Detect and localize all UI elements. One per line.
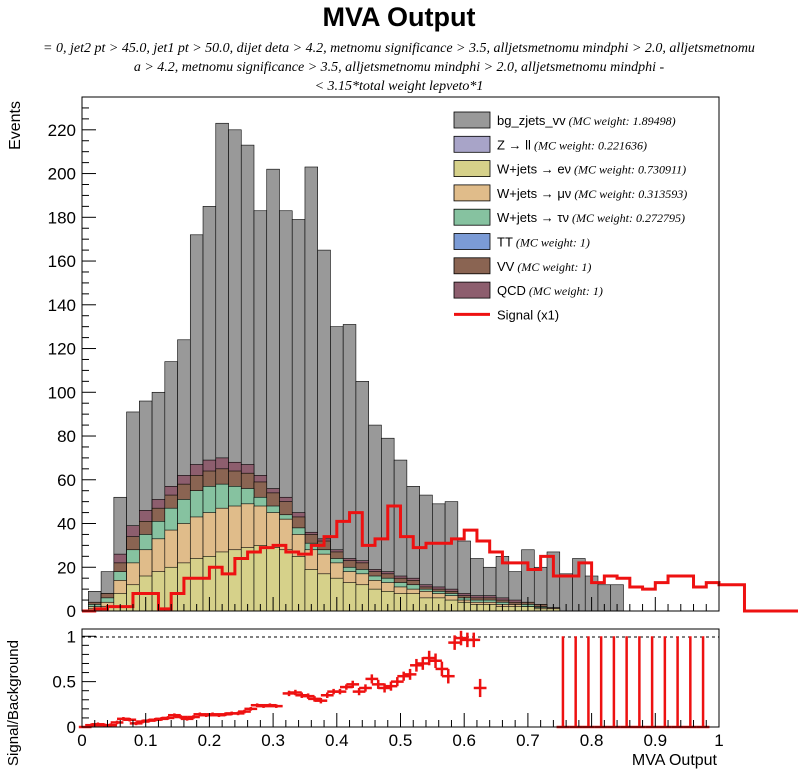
legend-label: W+jets → τν (MC weight: 0.272795) (497, 210, 685, 225)
legend-label: VV (MC weight: 1) (497, 259, 591, 274)
legend-swatch-w-munu (453, 184, 491, 202)
main-histogram-panel: 0 20 40 60 80 100 120 140 160 180 200 220 (48, 96, 798, 621)
ratio-x-tick-label: 0.6 (452, 731, 476, 750)
legend: bg_zjets_vv (MC weight: 1.89498) Z → ll (… (453, 111, 687, 322)
subtitle-line-2: a > 4.2, metnomu significance > 3.5, all… (134, 60, 665, 75)
ratio-y-tick-label: 0.5 (52, 673, 76, 692)
ratio-x-tick-label: 0.9 (643, 731, 667, 750)
main-axes: 0 20 40 60 80 100 120 140 160 180 200 220 (48, 107, 720, 621)
legend-swatch-vv (453, 257, 491, 275)
legend-label: W+jets → eν (MC weight: 0.730911) (497, 162, 686, 177)
ratio-y-tick-label: 1 (67, 627, 76, 646)
legend-swatch-w-enu (453, 160, 491, 178)
legend-label: QCD (MC weight: 1) (497, 283, 603, 298)
chart-title: MVA Output (323, 2, 476, 32)
ratio-panel: 0 0.5 1 0 0.1 0.2 0.3 0.4 0.5 0.6 0.7 0.8 0.9 1 (52, 627, 723, 750)
legend-swatch-w-taunu (453, 208, 491, 226)
y-axis-label-signal-background: Signal/Background (5, 640, 22, 766)
legend-label: W+jets → μν (MC weight: 0.313593) (497, 186, 687, 201)
y-tick-label: 120 (48, 340, 76, 359)
ratio-x-tick-label: 0.3 (261, 731, 285, 750)
legend-weight: (MC weight: 1) (514, 260, 591, 274)
y-tick-label: 180 (48, 208, 76, 227)
ratio-x-tick-label: 1 (714, 731, 723, 750)
legend-weight: (MC weight: 1) (526, 284, 603, 298)
ratio-y-tick-label: 0 (67, 718, 76, 737)
ratio-x-tick-label: 0 (77, 731, 86, 750)
subtitle-line-1: = 0, jet2 pt > 45.0, jet1 pt > 50.0, dij… (43, 41, 755, 56)
ratio-x-tick-label: 0.4 (325, 731, 349, 750)
legend-weight: (MC weight: 0.272795) (569, 211, 685, 225)
legend-swatch-z-ll (453, 135, 491, 153)
stack-bar-w-enu (189, 558, 204, 612)
y-tick-label: 160 (48, 252, 76, 271)
ratio-points (78, 630, 710, 729)
ratio-x-tick-label: 0.7 (516, 731, 540, 750)
legend-label: Z → ll (MC weight: 0.221636) (497, 137, 647, 152)
legend-label: bg_zjets_vv (MC weight: 1.89498) (497, 113, 676, 128)
ratio-x-tick-label: 0.5 (389, 731, 413, 750)
x-axis-label-mva-output: MVA Output (632, 752, 718, 769)
subtitle-line-3: < 3.15*total weight lepveto*1 (315, 79, 484, 94)
stack-bar-w-enu (291, 556, 306, 612)
legend-weight: (MC weight: 0.730911) (571, 163, 686, 177)
y-tick-label: 20 (57, 558, 76, 577)
legend-label: TT (MC weight: 1) (497, 235, 590, 250)
ratio-axes: 0 0.5 1 0 0.1 0.2 0.3 0.4 0.5 0.6 0.7 0.8 0.9 1 (52, 627, 723, 750)
stack-bar-w-enu (279, 549, 293, 612)
y-tick-label: 40 (57, 515, 76, 534)
y-tick-label: 80 (57, 427, 76, 446)
signal-step-line (82, 504, 798, 613)
y-tick-label: 60 (57, 471, 76, 490)
y-tick-label: 100 (48, 383, 76, 402)
ratio-x-tick-label: 0.8 (580, 731, 604, 750)
legend-label: Signal (x1) (497, 307, 559, 322)
legend-swatch-tt (453, 233, 491, 250)
y-tick-label: 0 (67, 602, 76, 621)
y-tick-label: 200 (48, 165, 76, 184)
ratio-x-tick-label: 0.1 (134, 731, 158, 750)
y-axis-label-events: Events (7, 101, 24, 150)
main-plot-frame (81, 96, 720, 612)
stack-bar-w-enu (253, 545, 268, 612)
legend-weight: (MC weight: 1.89498) (566, 114, 676, 128)
legend-swatch-qcd (453, 281, 491, 299)
legend-weight: (MC weight: 0.313593) (571, 187, 687, 201)
y-tick-label: 220 (48, 121, 76, 140)
ratio-x-tick-label: 0.2 (198, 731, 222, 750)
signal-histogram (82, 504, 798, 613)
ratio-plot-frame (81, 628, 720, 728)
legend-swatch-bg-zjets-vv (453, 111, 491, 129)
y-tick-label: 140 (48, 296, 76, 315)
legend-weight: (MC weight: 0.221636) (531, 138, 647, 152)
legend-weight: (MC weight: 1) (513, 236, 590, 250)
stack-bar-w-enu (215, 551, 229, 612)
